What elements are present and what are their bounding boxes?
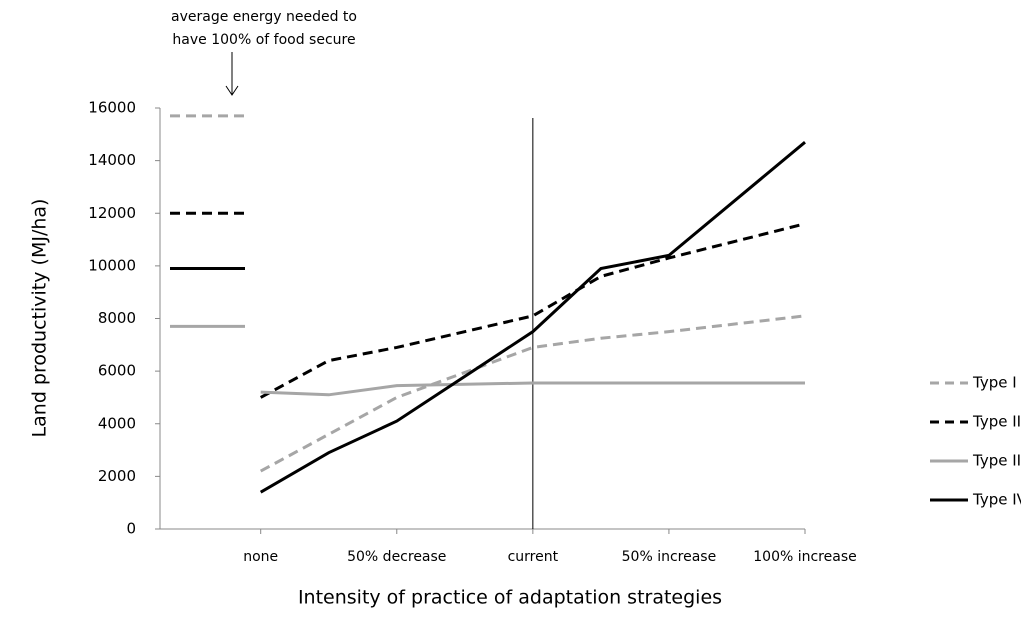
x-axis-title: Intensity of practice of adaptation stra… (298, 587, 722, 609)
y-tick-label: 0 (126, 520, 136, 538)
series-line (259, 314, 806, 473)
x-tick-label: current (508, 549, 559, 565)
legend-label: Type III (972, 452, 1021, 470)
annotation: have 100% of food secure (172, 32, 355, 48)
x-tick-label: 100% increase (753, 549, 856, 565)
legend-label: Type I (972, 374, 1017, 392)
legend-label: Type IV (972, 491, 1021, 509)
y-tick-label: 16000 (88, 99, 136, 117)
x-tick-label: 50% increase (622, 549, 717, 565)
annotation: average energy needed to (171, 9, 357, 25)
x-tick-label: 50% decrease (347, 549, 446, 565)
arrow-head (225, 85, 239, 96)
y-axis-title: Land productivity (MJ/ha) (29, 199, 51, 438)
y-tick-label: 2000 (98, 467, 136, 485)
series-line (260, 381, 805, 397)
y-tick-label: 10000 (88, 256, 136, 274)
series-line (259, 222, 806, 399)
y-tick-label: 8000 (98, 309, 136, 327)
series-line (259, 141, 806, 494)
x-tick-label: none (243, 549, 278, 565)
legend-label: Type II (972, 413, 1021, 431)
y-tick-label: 14000 (88, 151, 136, 169)
y-tick-label: 12000 (88, 204, 136, 222)
y-tick-label: 4000 (98, 414, 136, 432)
y-tick-label: 6000 (98, 362, 136, 380)
